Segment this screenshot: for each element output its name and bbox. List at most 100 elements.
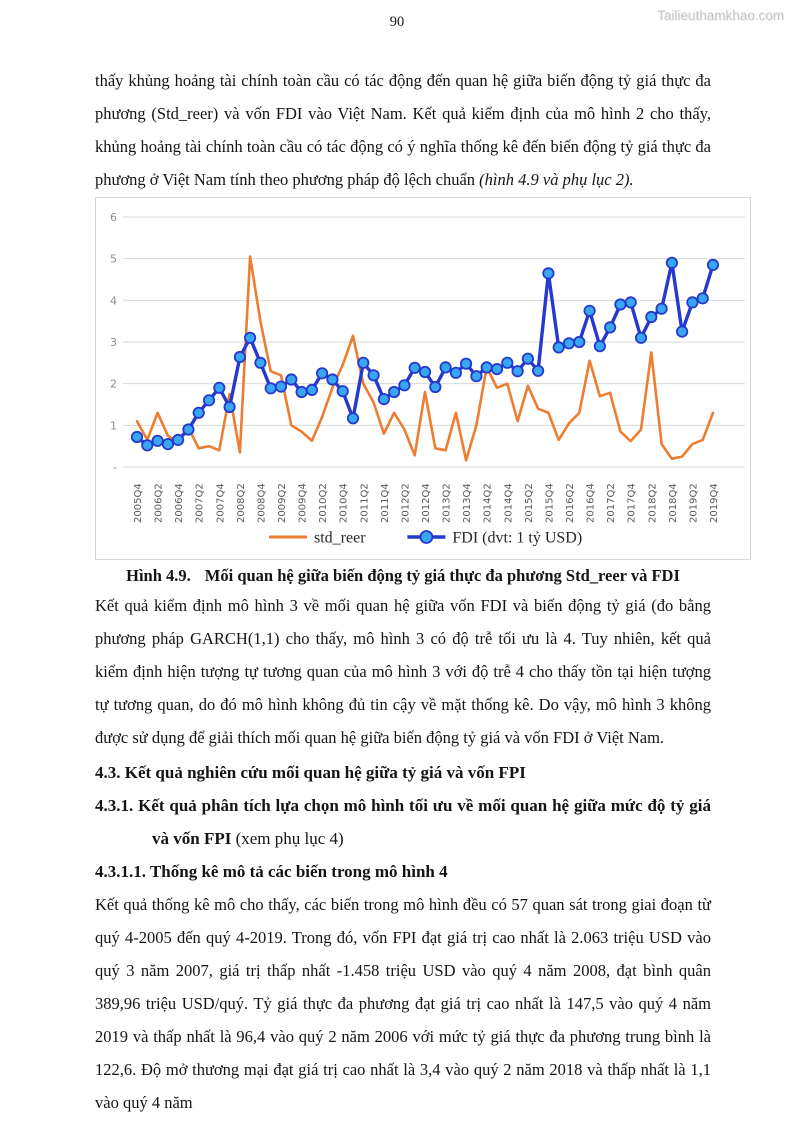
x-axis-tick-label: 2015Q4 — [544, 483, 555, 523]
data-point-marker — [573, 335, 586, 349]
data-point-marker — [151, 434, 164, 447]
data-point-marker — [706, 258, 720, 272]
x-axis-tick-label: 2016Q4 — [586, 483, 597, 523]
y-axis-tick-label: 5 — [110, 253, 117, 266]
x-axis-tick-label: 2006Q2 — [154, 483, 165, 523]
x-axis-tick-label: 2009Q4 — [298, 483, 309, 523]
data-point-marker — [161, 438, 175, 451]
x-axis-tick-label: 2013Q2 — [442, 483, 453, 523]
data-point-marker — [655, 302, 668, 315]
x-axis-tick-label: 2011Q2 — [359, 483, 370, 523]
x-axis-tick-label: 2007Q2 — [195, 483, 206, 523]
x-axis-tick-label: 2005Q4 — [133, 483, 144, 523]
data-point-marker — [418, 365, 432, 379]
x-axis-tick-label: 2014Q2 — [483, 483, 494, 523]
x-axis-tick-label: 2006Q4 — [174, 483, 185, 523]
data-point-marker — [624, 296, 637, 309]
y-axis-tick-label: 1 — [110, 419, 117, 432]
watermark: Tailieuthamkhao.com — [657, 8, 784, 23]
heading-4-3: 4.3. Kết quả nghiên cứu mối quan hệ giữa… — [95, 763, 526, 782]
data-point-marker — [244, 331, 257, 344]
data-point-marker — [346, 412, 360, 425]
data-point-marker — [254, 356, 267, 369]
heading-4-3-1-bold: 4.3.1. Kết quả phân tích lựa chọn mô hìn… — [95, 796, 711, 848]
data-point-marker — [459, 357, 473, 370]
data-point-marker — [429, 380, 442, 394]
series-line-fdi-dvt-1-t-usd- — [135, 261, 715, 448]
x-axis-tick-label: 2011Q4 — [380, 483, 391, 523]
data-point-marker — [439, 361, 452, 374]
data-point-marker — [264, 382, 277, 395]
data-point-marker — [233, 350, 246, 364]
data-point-marker — [316, 367, 329, 380]
x-axis-tick-label: 2017Q4 — [627, 483, 638, 523]
data-point-marker — [285, 373, 298, 386]
x-axis-tick-label: 2010Q4 — [339, 483, 350, 523]
data-point-marker — [398, 379, 411, 392]
data-point-marker — [326, 373, 339, 386]
figure-caption: Hình 4.9. Mối quan hệ giữa biến động tỷ g… — [95, 563, 711, 589]
data-point-marker — [130, 430, 144, 444]
data-point-marker — [367, 369, 380, 382]
x-axis-tick-label: 2016Q2 — [565, 483, 576, 523]
data-point-marker — [531, 364, 545, 377]
x-axis-tick-label: 2015Q2 — [524, 483, 535, 523]
data-point-marker — [686, 296, 699, 309]
paragraph-model3: Kết quả kiểm định mô hình 3 về mối quan … — [95, 596, 711, 747]
paragraph-intro-text: thấy khủng hoảng tài chính toàn cầu có t… — [95, 71, 711, 189]
x-axis-tick-label: 2014Q4 — [503, 483, 514, 523]
data-point-marker — [614, 298, 627, 311]
figure-caption-text: Mối quan hệ giữa biến động tỷ giá thực đ… — [204, 566, 680, 585]
x-axis-tick-label: 2018Q2 — [647, 483, 658, 523]
data-point-marker — [593, 340, 606, 353]
data-point-marker — [480, 361, 493, 374]
y-axis-tick-label: 4 — [110, 294, 117, 307]
data-point-marker — [634, 331, 648, 344]
data-point-marker — [408, 361, 421, 374]
x-axis-tick-label: 2009Q2 — [277, 483, 288, 523]
heading-4-3-1-suffix: (xem phụ lục 4) — [231, 829, 344, 848]
y-axis-tick-label: - — [113, 461, 117, 474]
data-point-marker — [202, 394, 216, 407]
heading-4-3-1-1: 4.3.1.1. Thống kê mô tả các biến trong m… — [95, 862, 448, 881]
x-axis-tick-label: 2013Q4 — [462, 483, 473, 523]
legend-marker — [419, 530, 434, 544]
paragraph-intro: thấy khủng hoảng tài chính toàn cầu có t… — [95, 64, 711, 196]
data-point-marker — [377, 393, 390, 406]
x-axis-tick-label: 2012Q2 — [400, 483, 411, 523]
data-point-marker — [172, 433, 185, 446]
x-axis-tick-label: 2008Q2 — [236, 483, 247, 523]
data-point-marker — [336, 385, 349, 398]
legend-label: FDI (dvt: 1 tỷ USD) — [452, 530, 582, 547]
data-point-marker — [387, 385, 401, 399]
data-point-marker — [603, 321, 617, 334]
data-point-marker — [511, 365, 524, 378]
data-point-marker — [192, 406, 205, 419]
data-point-marker — [274, 380, 288, 393]
figure-reference-italic: (hình 4.9 và phụ lục 2). — [479, 170, 634, 189]
data-point-marker — [305, 383, 318, 396]
data-point-marker — [583, 304, 596, 317]
x-axis-tick-label: 2019Q4 — [709, 483, 720, 523]
x-axis-tick-label: 2018Q4 — [668, 483, 679, 523]
y-axis-tick-label: 2 — [110, 378, 117, 391]
data-point-marker — [295, 385, 308, 399]
data-point-marker — [675, 325, 689, 338]
data-point-marker — [357, 356, 370, 369]
x-axis-tick-label: 2012Q4 — [421, 483, 432, 523]
heading-4-3-1: 4.3.1. Kết quả phân tích lựa chọn mô hìn… — [95, 789, 711, 855]
figure-box: - 1 2 3 4 5 6 2005Q4 2006Q2 2006Q4 2007Q2 2007Q4 200… — [95, 197, 751, 560]
page-number: 90 — [389, 14, 405, 30]
data-point-marker — [552, 341, 565, 354]
x-axis-tick-label: 2017Q2 — [606, 483, 617, 523]
series-line-std-reer — [135, 255, 715, 462]
x-axis-tick-label: 2019Q2 — [688, 483, 699, 523]
data-point-marker — [213, 381, 226, 394]
legend-label: std_reer — [314, 530, 366, 547]
data-point-marker — [182, 423, 195, 436]
figure-caption-label: Hình 4.9. — [126, 566, 191, 585]
data-point-marker — [645, 310, 658, 324]
data-point-marker — [490, 363, 504, 376]
data-point-marker — [665, 256, 679, 269]
page-content: thấy khủng hoảng tài chính toàn cầu có t… — [95, 64, 751, 1119]
